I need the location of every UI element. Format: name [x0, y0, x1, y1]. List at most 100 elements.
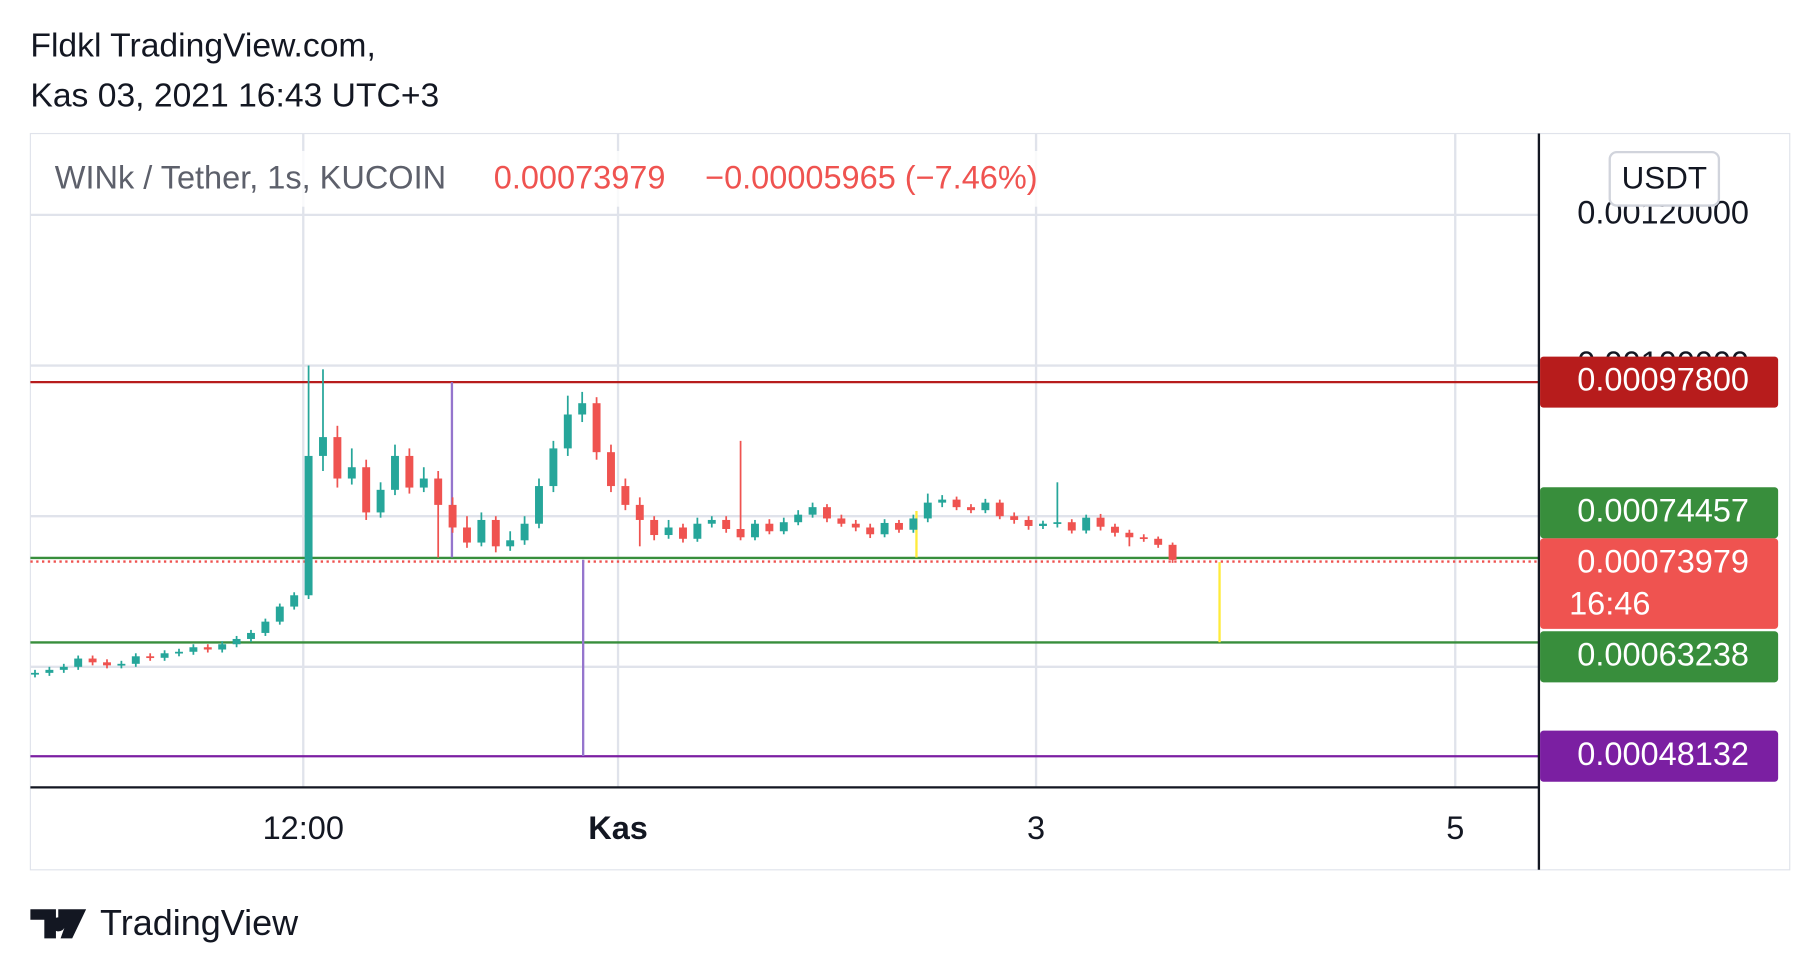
- candle-body: [823, 507, 831, 519]
- candle-body: [247, 632, 255, 639]
- current-price-box: [1540, 538, 1779, 629]
- candle-body: [419, 478, 428, 488]
- candle-body: [664, 527, 673, 536]
- candle-body: [131, 656, 140, 664]
- candle-body: [1053, 522, 1062, 524]
- candle-body: [31, 672, 39, 675]
- candle-body: [290, 595, 299, 607]
- candle-body: [1096, 517, 1105, 527]
- candle-body: [535, 486, 543, 524]
- x-tick-label: Kas: [588, 810, 648, 846]
- candle-body: [275, 606, 284, 622]
- candle-body: [981, 502, 990, 511]
- x-tick-label: 5: [1446, 810, 1464, 846]
- candle-body: [549, 448, 558, 487]
- candle-body: [952, 499, 961, 508]
- candle-body: [45, 669, 54, 673]
- candle-body: [563, 414, 572, 449]
- candle-body: [491, 519, 500, 547]
- candle-body: [175, 651, 183, 654]
- candle-body: [895, 522, 903, 530]
- candle-body: [635, 504, 644, 520]
- candle-body: [391, 455, 399, 490]
- candle-body: [794, 514, 803, 523]
- candle-body: [736, 528, 745, 538]
- candle-body: [74, 658, 83, 667]
- candle-body: [1039, 523, 1047, 526]
- candle-body: [448, 504, 457, 528]
- candle-body: [1024, 519, 1033, 526]
- grid: [30, 133, 1539, 788]
- level-label: 0.00063238: [1577, 636, 1749, 672]
- candle-body: [1168, 544, 1177, 560]
- x-tick-label: 3: [1027, 810, 1045, 846]
- candle-body: [967, 507, 975, 511]
- candle-body: [779, 522, 788, 532]
- candle-body: [232, 638, 241, 645]
- current-price-label: 0.00073979: [1577, 543, 1749, 579]
- candle-body: [1067, 522, 1076, 531]
- legend-bg: [42, 150, 1088, 207]
- candle-body: [304, 455, 313, 596]
- candle-body: [434, 478, 443, 505]
- candle-body: [477, 519, 486, 543]
- candle-body: [722, 519, 731, 529]
- header-line: Kas 03, 2021 16:43 UTC+3: [30, 77, 439, 114]
- level-label: 0.00048132: [1577, 736, 1749, 772]
- candle-body: [679, 527, 687, 539]
- candle-body: [1111, 526, 1119, 533]
- candle-body: [463, 527, 471, 543]
- candle-body: [117, 663, 126, 666]
- candle-body: [837, 518, 846, 524]
- candle-body: [923, 502, 932, 519]
- candle-body: [751, 523, 759, 538]
- candle-body: [218, 644, 227, 650]
- candle-body: [607, 452, 615, 487]
- candle-body: [866, 527, 875, 535]
- candle-body: [506, 540, 515, 547]
- candle-body: [909, 518, 918, 530]
- candle-body: [765, 523, 774, 532]
- candle-body: [88, 658, 97, 663]
- candle-body: [808, 507, 817, 515]
- brand: TradingView: [100, 902, 299, 943]
- candle-body: [1010, 516, 1019, 520]
- candle-body: [103, 662, 111, 666]
- x-tick-label: 12:00: [263, 810, 344, 846]
- candle-body: [1139, 537, 1148, 540]
- level-box: [1540, 631, 1779, 683]
- candle-body: [261, 621, 270, 633]
- candles: [31, 365, 1177, 678]
- candle-body: [362, 467, 371, 513]
- legend-price: 0.00073979: [494, 160, 666, 196]
- axis: 0.000600000.000800000.001000000.00120000…: [263, 194, 1779, 846]
- level-box: [1540, 487, 1779, 539]
- candle-body: [693, 523, 702, 539]
- candle-body: [880, 522, 889, 535]
- candle-body: [578, 403, 587, 415]
- candle-body: [1125, 532, 1134, 538]
- candle-body: [376, 489, 385, 513]
- countdown-label: 16:46: [1569, 585, 1650, 621]
- candle-body: [1082, 517, 1091, 531]
- candle-body: [59, 666, 68, 670]
- candle-body: [938, 499, 947, 503]
- currency-button[interactable]: [1608, 150, 1721, 207]
- header-line: Fldkl TradingView.com,: [30, 28, 375, 65]
- level-label: 0.00074457: [1577, 492, 1749, 528]
- logo-icon: [30, 909, 87, 939]
- candle-body: [592, 403, 601, 453]
- candle-body: [851, 523, 860, 528]
- candle-body: [146, 656, 155, 659]
- legend-symbol: WINk / Tether, 1s, KUCOIN: [55, 160, 446, 196]
- candle-body: [707, 519, 716, 524]
- currency-label[interactable]: USDT: [1622, 160, 1707, 195]
- candle-body: [160, 653, 169, 658]
- candle-body: [203, 647, 212, 650]
- level-box: [1540, 730, 1779, 782]
- candle-body: [1154, 538, 1163, 545]
- candle-body: [650, 519, 659, 536]
- candle-body: [189, 647, 198, 652]
- legend-change: −0.00005965 (−7.46%): [705, 160, 1038, 196]
